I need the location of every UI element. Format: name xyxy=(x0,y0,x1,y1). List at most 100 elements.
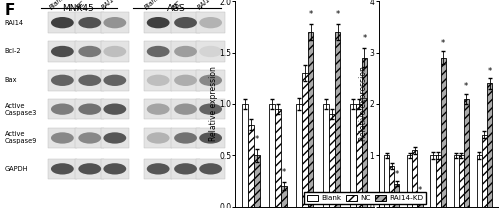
Bar xyxy=(464,99,469,207)
Bar xyxy=(48,99,76,119)
Text: *: * xyxy=(394,170,399,179)
Ellipse shape xyxy=(104,17,126,28)
Bar xyxy=(76,41,104,62)
Text: NC: NC xyxy=(172,0,182,10)
Ellipse shape xyxy=(51,104,74,115)
Text: RAI14: RAI14 xyxy=(5,20,24,26)
Ellipse shape xyxy=(174,17,197,28)
Bar xyxy=(172,128,200,148)
Text: Bax: Bax xyxy=(5,77,18,83)
Bar xyxy=(144,41,172,62)
Ellipse shape xyxy=(78,75,101,86)
Ellipse shape xyxy=(147,46,170,57)
Bar xyxy=(144,12,172,33)
Text: F: F xyxy=(5,3,15,18)
Bar xyxy=(394,184,400,207)
Text: RAI14-KD: RAI14-KD xyxy=(196,0,224,10)
Ellipse shape xyxy=(174,46,197,57)
Bar xyxy=(144,158,172,179)
Bar xyxy=(477,156,482,207)
Text: *: * xyxy=(254,135,258,144)
Bar xyxy=(172,99,200,119)
Bar xyxy=(418,199,422,207)
Bar xyxy=(350,104,356,207)
Bar xyxy=(48,41,76,62)
Bar xyxy=(280,186,286,207)
Bar xyxy=(76,70,104,91)
Text: *: * xyxy=(488,67,492,76)
Y-axis label: Relative expression: Relative expression xyxy=(359,67,368,141)
Ellipse shape xyxy=(147,132,170,144)
Bar xyxy=(144,99,172,119)
Bar xyxy=(48,128,76,148)
Bar xyxy=(76,99,104,119)
Bar xyxy=(430,156,436,207)
Bar xyxy=(412,150,418,207)
Bar xyxy=(196,158,225,179)
Ellipse shape xyxy=(78,132,101,144)
Bar xyxy=(100,12,129,33)
Ellipse shape xyxy=(104,46,126,57)
Ellipse shape xyxy=(147,104,170,115)
Ellipse shape xyxy=(78,163,101,175)
Bar xyxy=(407,156,412,207)
Ellipse shape xyxy=(104,75,126,86)
Ellipse shape xyxy=(147,17,170,28)
Ellipse shape xyxy=(199,17,222,28)
Text: *: * xyxy=(336,10,340,19)
Bar xyxy=(172,12,200,33)
Ellipse shape xyxy=(147,75,170,86)
Text: *: * xyxy=(418,186,422,195)
Bar xyxy=(482,135,487,207)
Text: Active
Caspase3: Active Caspase3 xyxy=(5,103,37,116)
Text: Blank: Blank xyxy=(144,0,162,10)
Ellipse shape xyxy=(78,104,101,115)
Bar xyxy=(322,104,328,207)
Bar xyxy=(76,12,104,33)
Bar xyxy=(328,114,334,207)
Ellipse shape xyxy=(199,104,222,115)
Bar xyxy=(436,156,440,207)
Bar xyxy=(296,104,302,207)
Ellipse shape xyxy=(51,163,74,175)
Bar xyxy=(144,128,172,148)
Bar xyxy=(196,70,225,91)
Bar xyxy=(196,12,225,33)
Bar xyxy=(384,156,389,207)
Bar xyxy=(172,70,200,91)
Ellipse shape xyxy=(78,46,101,57)
Bar xyxy=(196,128,225,148)
Bar xyxy=(76,158,104,179)
Bar xyxy=(48,12,76,33)
Bar xyxy=(458,156,464,207)
Ellipse shape xyxy=(51,17,74,28)
Bar xyxy=(196,41,225,62)
Bar xyxy=(362,58,368,207)
Text: MNK45: MNK45 xyxy=(62,4,94,13)
Bar xyxy=(334,32,340,207)
Bar xyxy=(302,73,308,207)
Bar xyxy=(76,128,104,148)
Text: *: * xyxy=(441,39,446,48)
Bar xyxy=(100,99,129,119)
Ellipse shape xyxy=(199,46,222,57)
Ellipse shape xyxy=(174,75,197,86)
Bar xyxy=(254,156,260,207)
Bar xyxy=(356,104,362,207)
Bar xyxy=(487,83,492,207)
Bar xyxy=(144,70,172,91)
Y-axis label: Relative expression: Relative expression xyxy=(209,67,218,141)
Ellipse shape xyxy=(199,163,222,175)
Bar xyxy=(100,128,129,148)
Bar xyxy=(100,41,129,62)
Text: AGS: AGS xyxy=(166,4,185,13)
Bar xyxy=(248,125,254,207)
Bar xyxy=(242,104,248,207)
Text: *: * xyxy=(282,168,286,177)
Bar xyxy=(172,158,200,179)
Bar xyxy=(274,109,280,207)
Text: RAI14-KD: RAI14-KD xyxy=(100,0,128,10)
Ellipse shape xyxy=(199,132,222,144)
Bar xyxy=(389,166,394,207)
Text: *: * xyxy=(308,10,312,19)
